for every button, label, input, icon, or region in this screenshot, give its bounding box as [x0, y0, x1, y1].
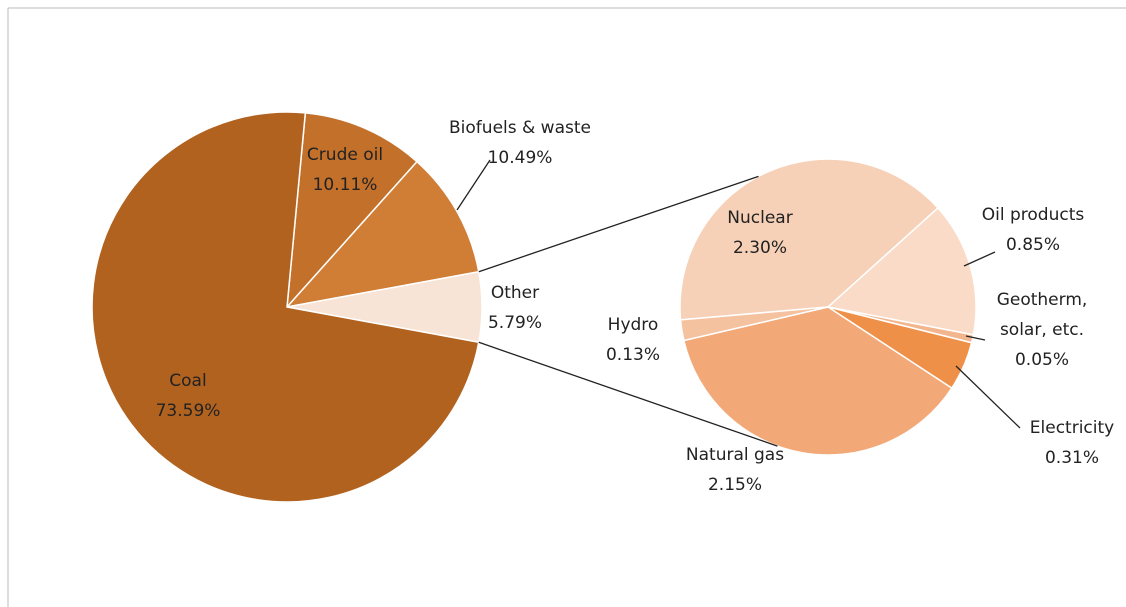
label-name: Biofuels & waste — [449, 118, 591, 138]
label-name: Nuclear — [727, 208, 793, 228]
label-name: Natural gas — [685, 445, 785, 465]
label-value: 2.15% — [707, 475, 762, 495]
data-label: Coal 73.59% — [156, 366, 221, 426]
connector-line — [478, 175, 759, 273]
label-value: 5.79% — [487, 313, 543, 333]
label-name: Oil products — [981, 205, 1085, 225]
data-label: Biofuels & waste 10.49% — [449, 113, 591, 173]
data-label: Oil products 0.85% — [982, 200, 1084, 260]
label-value: 0.31% — [1044, 448, 1100, 468]
data-label: Geotherm, solar, etc. 0.05% — [983, 285, 1101, 375]
data-label: Other 5.79% — [488, 278, 542, 338]
leader-line — [456, 159, 491, 211]
label-value: 73.59% — [155, 401, 221, 421]
pie-slice — [826, 206, 977, 336]
pie-slice — [91, 111, 480, 503]
label-name: Coal — [169, 371, 207, 391]
label-name: Crude oil — [306, 145, 384, 165]
pie-slice — [682, 306, 953, 456]
label-name: Hydro — [607, 315, 659, 335]
label-value: 2.30% — [732, 238, 787, 258]
data-label: Hydro 0.13% — [606, 310, 660, 370]
data-label: Electricity 0.31% — [1030, 413, 1114, 473]
label-value: 0.05% — [1014, 350, 1069, 370]
slices — [91, 111, 977, 503]
label-value: 10.49% — [487, 148, 553, 168]
pie-slice — [679, 306, 829, 342]
pie-slice — [284, 160, 480, 309]
data-label: Natural gas 2.15% — [686, 440, 784, 500]
leader-lines — [456, 159, 1021, 429]
pie-slice — [286, 112, 419, 310]
pie-slice — [679, 158, 940, 321]
label-value: 10.11% — [312, 175, 378, 195]
label-name: Other — [490, 283, 540, 303]
connector-line — [478, 341, 778, 447]
label-name: Geotherm, solar, etc. — [996, 290, 1088, 340]
leader-line — [963, 251, 996, 267]
leader-line — [965, 335, 986, 341]
label-value: 0.13% — [605, 345, 661, 365]
label-value: 0.85% — [1005, 235, 1061, 255]
data-label: Nuclear 2.30% — [727, 203, 792, 263]
label-name: Electricity — [1029, 418, 1115, 438]
data-label: Crude oil 10.11% — [307, 140, 383, 200]
leader-line — [955, 365, 1021, 429]
